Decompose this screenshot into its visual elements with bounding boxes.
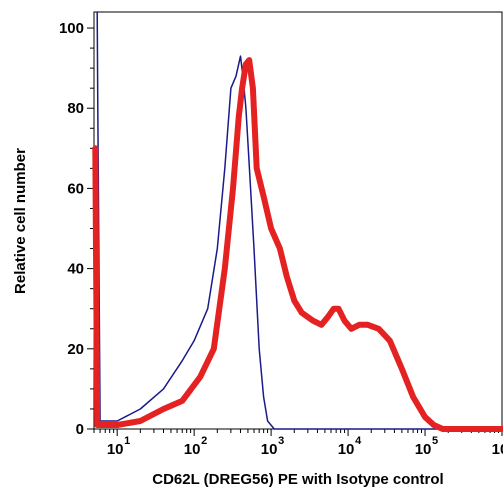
cd62l-pe-curve [92,57,503,432]
y-axis: 0 20 40 60 80 100 [59,20,94,438]
x-tick-exponent: 2 [201,435,207,447]
y-axis-label: Relative cell number [12,148,29,294]
x-tick-exponent: 5 [432,435,438,447]
y-tick-label: 60 [67,180,84,197]
x-tick-exponent: 4 [355,435,362,447]
plot-frame [93,11,503,430]
y-tick-label: 80 [67,100,84,117]
isotype-control-curve [96,11,503,430]
x-tick-label: 10 [184,441,201,458]
x-tick-label: 10 [492,441,503,458]
y-tick-label: 0 [76,421,84,438]
series-layer [92,11,503,432]
x-axis: 101102103104105106 [93,429,503,458]
x-tick-exponent: 1 [124,435,130,447]
y-tick-label: 40 [67,261,84,278]
y-tick-label: 20 [67,341,84,358]
x-tick-exponent: 3 [278,435,284,447]
y-tick-label: 100 [59,20,84,37]
x-tick-label: 10 [107,441,124,458]
x-tick-label: 10 [338,441,355,458]
x-axis-label: CD62L (DREG56) PE with Isotype control [152,471,443,488]
x-tick-label: 10 [261,441,278,458]
x-tick-label: 10 [415,441,432,458]
